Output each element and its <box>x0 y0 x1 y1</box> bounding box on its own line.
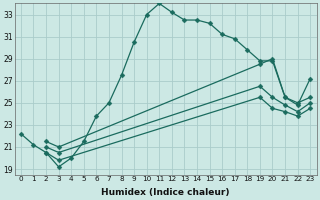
X-axis label: Humidex (Indice chaleur): Humidex (Indice chaleur) <box>101 188 230 197</box>
